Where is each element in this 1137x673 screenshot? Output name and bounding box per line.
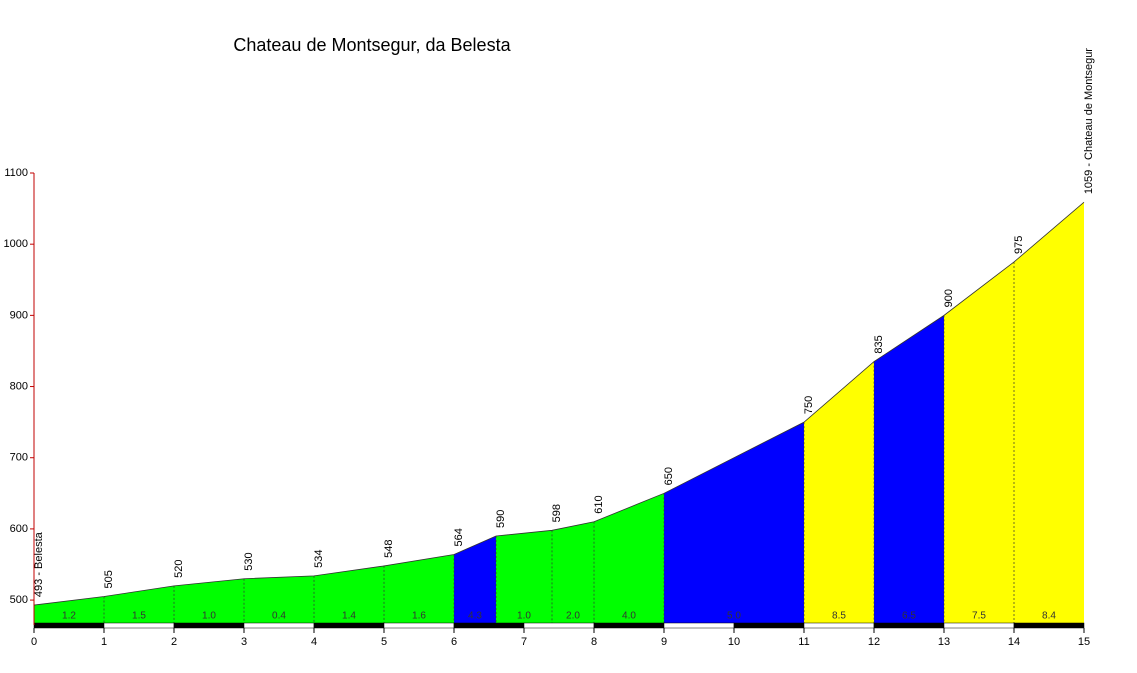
- gradient-label: 1.4: [342, 611, 356, 622]
- segment-area: [944, 261, 1014, 625]
- km-bar: [33, 622, 105, 629]
- km-bar: [733, 622, 805, 629]
- value-label: 1059 - Chateau de Montsegur: [1083, 48, 1095, 194]
- value-label: 548: [383, 540, 395, 558]
- km-bar: [873, 622, 945, 629]
- value-label: 975: [1013, 236, 1025, 254]
- x-tick-label: 9: [661, 636, 667, 648]
- segment-area: [594, 493, 664, 625]
- gradient-label: 1.5: [132, 611, 146, 622]
- km-bar: [943, 622, 1015, 629]
- segment-area: [874, 315, 944, 625]
- km-bar: [523, 622, 595, 629]
- segment-area: [104, 585, 174, 625]
- value-label: 900: [943, 289, 955, 307]
- km-bar: [1013, 622, 1085, 629]
- gradient-label: 1.0: [517, 611, 531, 622]
- segment-area: [454, 536, 496, 625]
- gradient-label: 6.5: [902, 611, 916, 622]
- value-label: 750: [803, 396, 815, 414]
- gradient-label: 5.0: [727, 611, 741, 622]
- segment-area: [314, 565, 384, 625]
- value-label: 835: [873, 335, 885, 353]
- x-tick-label: 5: [381, 636, 387, 648]
- gradient-label: 8.5: [832, 611, 846, 622]
- y-tick-label: 800: [10, 380, 28, 392]
- chart-title: Chateau de Montsegur, da Belesta: [233, 35, 511, 55]
- y-tick-label: 500: [10, 594, 28, 606]
- km-bar: [383, 622, 455, 629]
- y-tick-label: 1100: [4, 167, 28, 179]
- x-tick-label: 6: [451, 636, 457, 648]
- gradient-label: 0.4: [272, 611, 286, 622]
- x-tick-label: 4: [311, 636, 317, 648]
- value-label: 610: [593, 495, 605, 513]
- segment-area: [496, 530, 552, 625]
- profile-line: [33, 201, 1085, 606]
- segment-area: [1014, 202, 1084, 625]
- value-label: 520: [173, 559, 185, 577]
- gradient-label: 8.4: [1042, 611, 1056, 622]
- x-tick-label: 11: [798, 636, 809, 648]
- gradient-label: 1.2: [62, 611, 76, 622]
- x-tick-label: 8: [591, 636, 597, 648]
- gradient-label: 4.0: [622, 611, 636, 622]
- segment-area: [664, 422, 804, 625]
- x-tick-label: 15: [1078, 636, 1090, 648]
- y-tick-label: 1000: [4, 238, 28, 250]
- value-label: 564: [453, 528, 465, 546]
- x-tick-label: 12: [868, 636, 880, 648]
- value-label: 598: [551, 504, 563, 522]
- y-tick-label: 600: [10, 523, 28, 535]
- gradient-label: 1.6: [412, 611, 426, 622]
- km-bar: [243, 622, 315, 629]
- value-label: 493 - Belesta: [33, 531, 45, 597]
- x-tick-label: 0: [31, 636, 37, 648]
- value-label: 650: [663, 467, 675, 485]
- x-tick-label: 1: [101, 636, 107, 648]
- x-tick-label: 2: [171, 636, 177, 648]
- x-tick-label: 3: [241, 636, 247, 648]
- km-bar: [173, 622, 245, 629]
- km-bar: [453, 622, 525, 629]
- km-bar: [593, 622, 665, 629]
- segment-area: [34, 596, 104, 625]
- km-bar: [313, 622, 385, 629]
- value-label: 530: [243, 552, 255, 570]
- x-tick-label: 14: [1008, 636, 1020, 648]
- km-bar: [103, 622, 175, 629]
- gradient-label: 1.0: [202, 611, 216, 622]
- x-tick-label: 10: [728, 636, 740, 648]
- segment-area: [552, 521, 594, 625]
- segment-area: [174, 578, 244, 625]
- y-tick-label: 700: [10, 452, 28, 464]
- value-label: 590: [495, 510, 507, 528]
- value-label: 505: [103, 570, 115, 588]
- km-bar: [803, 622, 875, 629]
- gradient-label: 7.5: [972, 611, 986, 622]
- gradient-label: 4.3: [468, 611, 482, 622]
- km-bar: [663, 622, 735, 629]
- y-tick-label: 900: [10, 309, 28, 321]
- segment-area: [804, 361, 874, 625]
- value-label: 534: [313, 550, 325, 568]
- segment-area: [384, 554, 454, 625]
- segment-area: [244, 575, 314, 625]
- x-tick-label: 7: [521, 636, 527, 648]
- x-tick-label: 13: [938, 636, 950, 648]
- gradient-label: 2.0: [566, 611, 580, 622]
